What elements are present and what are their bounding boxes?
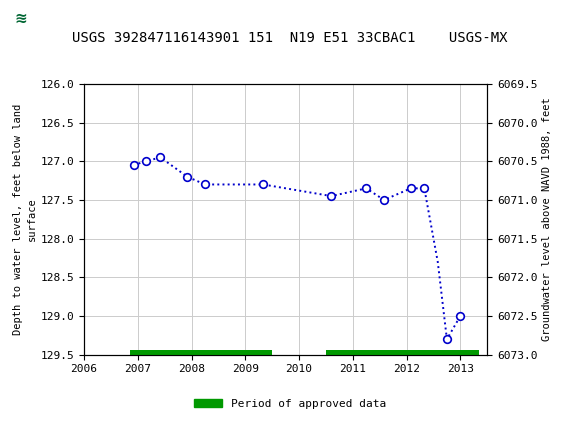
Y-axis label: Depth to water level, feet below land
surface: Depth to water level, feet below land su… — [13, 104, 37, 335]
Bar — [6, 3, 81, 36]
Legend: Period of approved data: Period of approved data — [190, 395, 390, 414]
Bar — [326, 350, 479, 355]
Y-axis label: Groundwater level above NAVD 1988, feet: Groundwater level above NAVD 1988, feet — [542, 98, 552, 341]
Text: USGS 392847116143901 151  N19 E51 33CBAC1    USGS-MX: USGS 392847116143901 151 N19 E51 33CBAC1… — [72, 31, 508, 45]
Bar — [130, 350, 272, 355]
Text: ≋: ≋ — [14, 11, 27, 26]
Text: USGS: USGS — [38, 11, 85, 26]
